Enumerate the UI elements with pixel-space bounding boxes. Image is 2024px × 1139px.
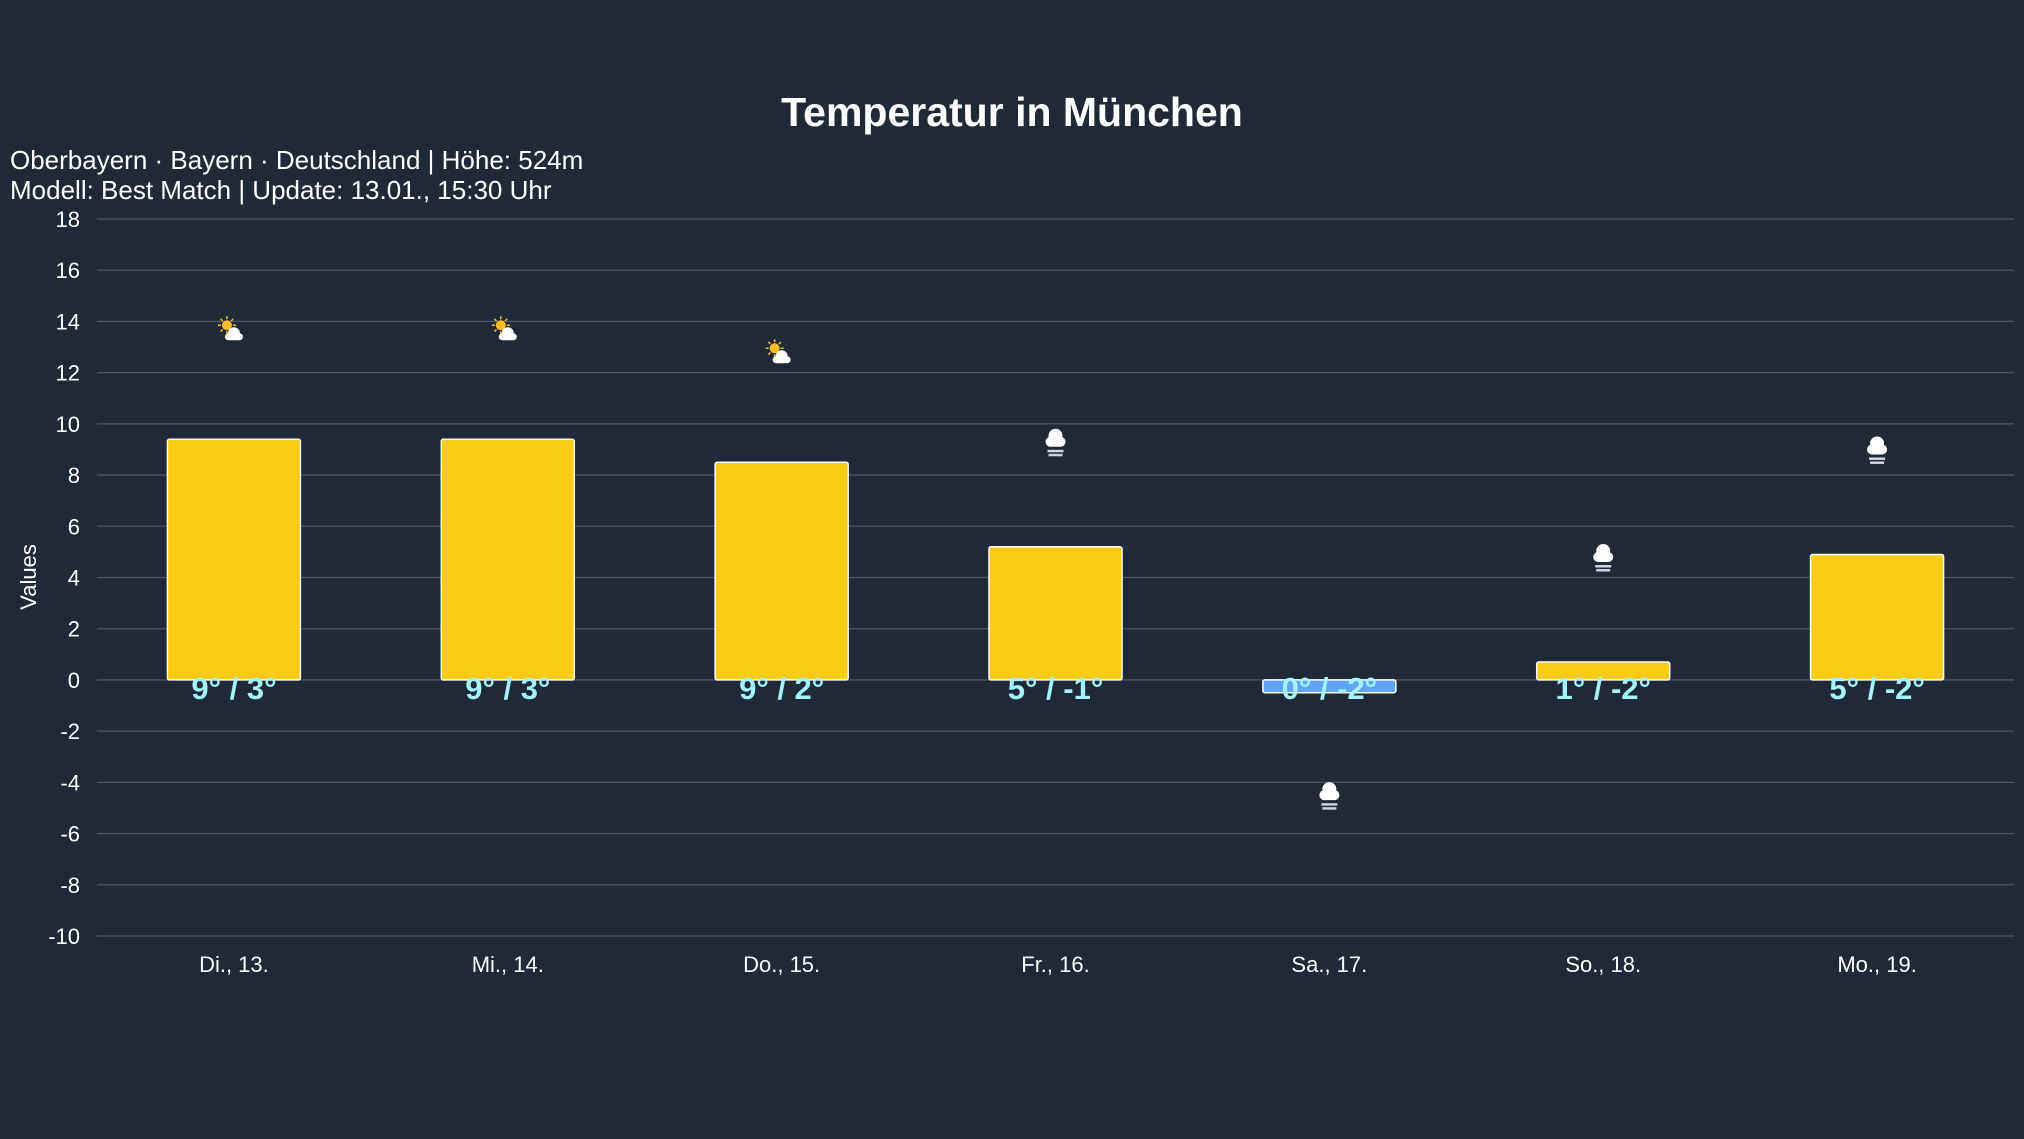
y-tick-label: -10 — [48, 924, 80, 949]
partly-cloudy-icon — [217, 316, 243, 341]
snow-cloud-icon — [1319, 782, 1340, 810]
x-tick-label: Do., 15. — [743, 952, 820, 977]
bar — [166, 438, 302, 681]
data-label: 9° / 3° — [465, 671, 550, 706]
bar — [1535, 661, 1671, 681]
snow-cloud-icon — [1593, 544, 1614, 572]
y-tick-label: -4 — [60, 770, 80, 795]
y-tick-label: 2 — [68, 617, 80, 642]
data-label: 9° / 3° — [191, 671, 276, 706]
x-tick-label: Mo., 19. — [1837, 952, 1916, 977]
x-tick-label: Mi., 14. — [472, 952, 544, 977]
snow-cloud-icon — [1045, 428, 1066, 457]
y-tick-label: 0 — [68, 668, 80, 693]
bar — [1262, 679, 1397, 694]
y-tick-label: 4 — [68, 566, 80, 591]
chart-title: Temperatur in München — [781, 89, 1243, 135]
y-tick-label: -2 — [60, 719, 80, 744]
data-label: 5° / -1° — [1008, 671, 1103, 706]
y-tick-label: 14 — [56, 309, 80, 334]
partly-cloudy-icon — [491, 316, 517, 341]
bar — [1809, 553, 1945, 681]
snow-cloud-icon — [1867, 436, 1888, 464]
y-tick-label: -8 — [60, 873, 80, 898]
y-tick-label: 8 — [68, 463, 80, 488]
subtitle-location: Oberbayern · Bayern · Deutschland | Höhe… — [10, 145, 583, 175]
y-tick-label: 12 — [56, 361, 80, 386]
subtitle-model: Modell: Best Match | Update: 13.01., 15:… — [10, 175, 552, 205]
y-tick-label: -6 — [60, 822, 80, 847]
bar — [714, 461, 849, 681]
data-label: 9° / 2° — [739, 671, 824, 706]
data-label: 0° / -2° — [1282, 671, 1377, 706]
bar — [988, 546, 1123, 681]
x-tick-label: So., 18. — [1565, 952, 1641, 977]
y-tick-label: 10 — [56, 412, 80, 437]
y-axis-label: Values — [16, 544, 41, 610]
x-tick-label: Di., 13. — [199, 952, 269, 977]
x-tick-label: Fr., 16. — [1021, 952, 1089, 977]
y-tick-label: 16 — [56, 258, 80, 283]
y-tick-label: 6 — [68, 514, 80, 539]
x-tick-label: Sa., 17. — [1291, 952, 1367, 977]
y-tick-label: 18 — [56, 207, 80, 232]
bar — [440, 438, 576, 681]
partly-cloudy-icon — [765, 339, 791, 364]
data-label: 5° / -2° — [1829, 671, 1924, 706]
data-label: 1° / -2° — [1555, 671, 1650, 706]
